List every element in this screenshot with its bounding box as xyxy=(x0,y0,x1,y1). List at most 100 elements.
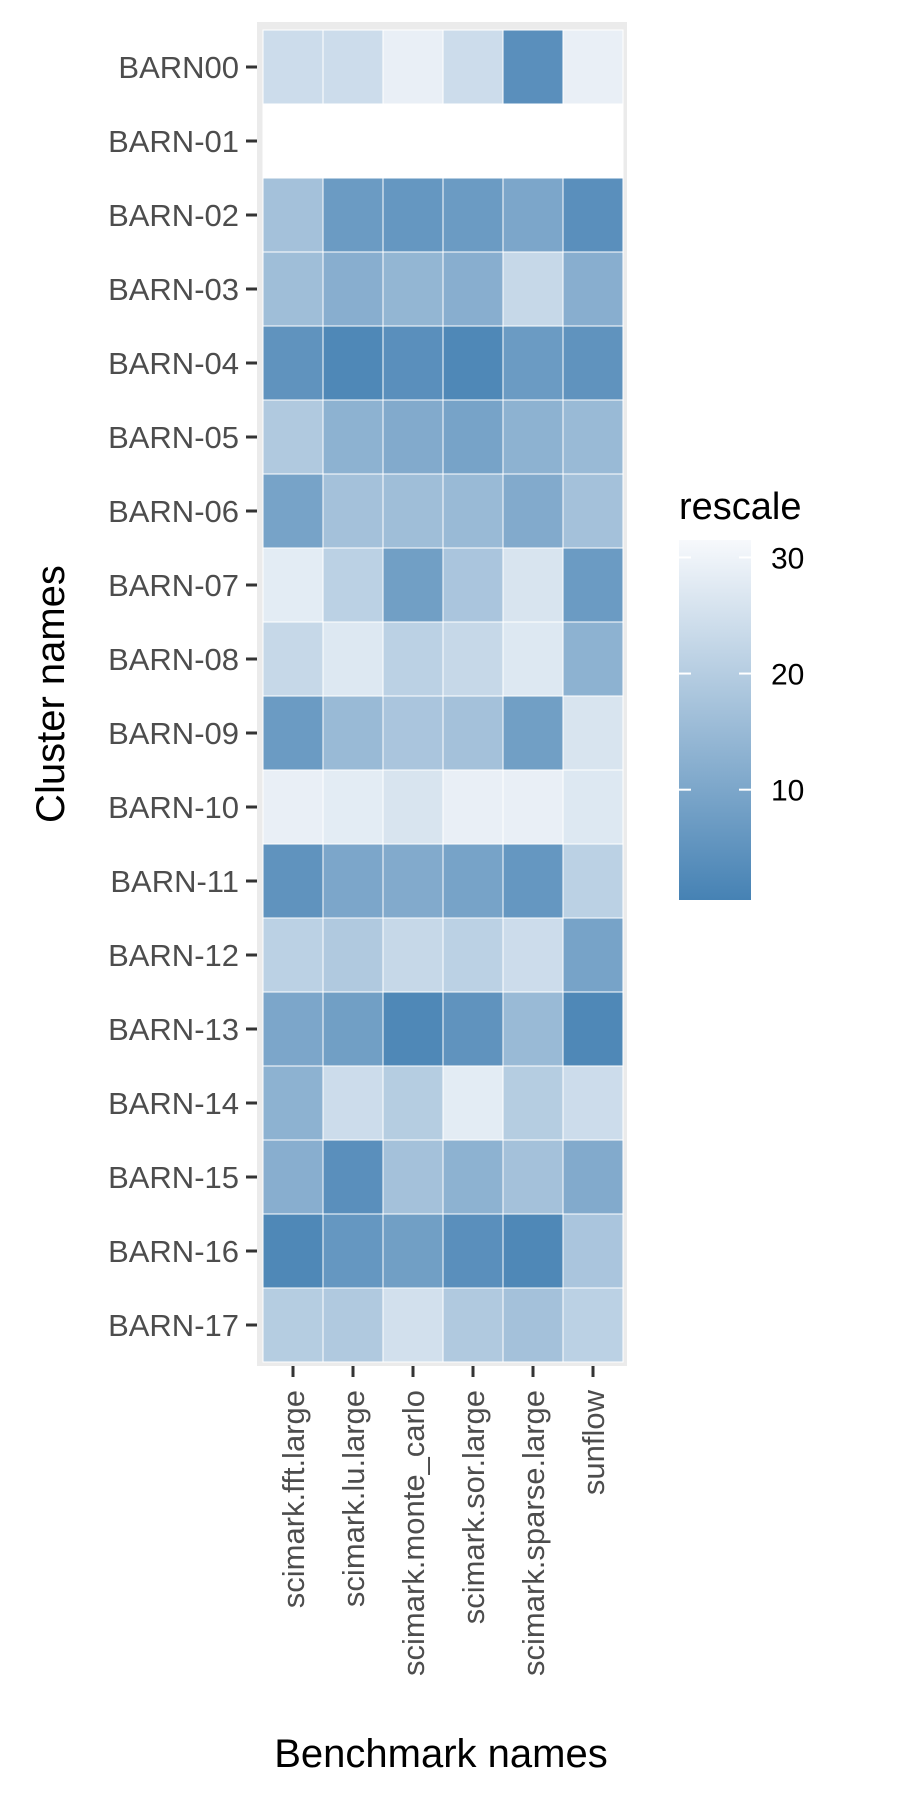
heatmap-cell xyxy=(562,769,624,845)
heatmap-cell xyxy=(442,695,504,771)
heatmap-cell xyxy=(502,1139,564,1215)
y-tick-label: BARN-02 xyxy=(108,198,239,233)
heatmap-cell xyxy=(382,29,444,105)
heatmap-cell xyxy=(262,621,324,697)
x-tick-label: scimark.monte_carlo xyxy=(396,1390,431,1676)
y-tick-label: BARN-08 xyxy=(108,642,239,677)
heatmap-cell xyxy=(262,547,324,623)
heatmap-cell xyxy=(262,769,324,845)
y-tick-label: BARN-06 xyxy=(108,494,239,529)
heatmap-cell xyxy=(322,1139,384,1215)
x-tick-label: scimark.lu.large xyxy=(336,1390,371,1607)
heatmap-cell xyxy=(502,1213,564,1289)
heatmap-cell xyxy=(442,29,504,105)
heatmap-cell xyxy=(382,325,444,401)
heatmap-cell xyxy=(322,399,384,475)
heatmap-cell xyxy=(442,399,504,475)
heatmap-cell xyxy=(502,695,564,771)
x-axis: scimark.fft.large scimark.lu.large scimark… xyxy=(276,1366,611,1676)
x-tick-label: sunflow xyxy=(576,1389,611,1495)
heatmap-cell xyxy=(382,1065,444,1141)
heatmap-cell xyxy=(562,695,624,771)
heatmap-cell xyxy=(382,103,444,179)
y-tick-label: BARN-09 xyxy=(108,716,239,751)
heatmap-cell xyxy=(262,1287,324,1363)
heatmap-cell xyxy=(382,251,444,327)
heatmap-cell xyxy=(562,473,624,549)
heatmap-cell xyxy=(562,29,624,105)
y-tick-label: BARN-01 xyxy=(108,124,239,159)
heatmap-cell xyxy=(442,621,504,697)
heatmap-cell xyxy=(382,399,444,475)
legend-tick-label: 30 xyxy=(771,542,804,575)
heatmap-cell xyxy=(442,991,504,1067)
heatmap-cell xyxy=(442,769,504,845)
x-axis-title: Benchmark names xyxy=(274,1732,607,1776)
heatmap-cell xyxy=(562,1065,624,1141)
heatmap-cell xyxy=(442,1213,504,1289)
heatmap-cell xyxy=(502,103,564,179)
heatmap-cell xyxy=(502,769,564,845)
heatmap-cell xyxy=(442,1139,504,1215)
heatmap-cell xyxy=(442,843,504,919)
heatmap-cell xyxy=(562,325,624,401)
x-tick-label: scimark.sparse.large xyxy=(516,1390,551,1676)
heatmap-cell xyxy=(442,547,504,623)
heatmap-cell xyxy=(322,1065,384,1141)
y-tick-label: BARN-04 xyxy=(108,346,239,381)
y-tick-label: BARN-17 xyxy=(108,1308,239,1343)
heatmap-cell xyxy=(262,29,324,105)
legend-tick-label: 20 xyxy=(771,659,804,692)
heatmap-cell xyxy=(562,547,624,623)
heatmap-cell xyxy=(502,473,564,549)
y-tick-label: BARN-07 xyxy=(108,568,239,603)
heatmap-cell xyxy=(262,1213,324,1289)
heatmap-cell xyxy=(502,1287,564,1363)
heatmap-cell xyxy=(382,695,444,771)
y-tick-label: BARN-13 xyxy=(108,1012,239,1047)
y-tick-label: BARN00 xyxy=(118,50,239,85)
heatmap-cell xyxy=(502,547,564,623)
heatmap-cell xyxy=(382,547,444,623)
x-tick-label: scimark.sor.large xyxy=(456,1390,491,1624)
heatmap-cell xyxy=(502,251,564,327)
heatmap-cell xyxy=(322,251,384,327)
heatmap-cell xyxy=(382,991,444,1067)
heatmap-cell xyxy=(562,621,624,697)
y-tick-label: BARN-11 xyxy=(110,864,239,899)
heatmap-cell xyxy=(322,695,384,771)
heatmap-cell xyxy=(262,843,324,919)
heatmap-cell xyxy=(322,769,384,845)
heatmap-cell xyxy=(322,177,384,253)
heatmap-cell xyxy=(442,251,504,327)
heatmap-cell xyxy=(562,1287,624,1363)
legend-colorbar xyxy=(679,540,751,900)
y-axis: BARN00 BARN-01 BARN-02 BARN-03 BARN-04 BARN-0… xyxy=(108,50,257,1343)
y-tick-label: BARN-10 xyxy=(108,790,239,825)
heatmap-cell xyxy=(442,177,504,253)
heatmap-cell xyxy=(502,29,564,105)
heatmap-cell xyxy=(502,399,564,475)
heatmap-cell xyxy=(502,1065,564,1141)
y-tick-label: BARN-14 xyxy=(108,1086,239,1121)
heatmap-cell xyxy=(262,991,324,1067)
legend-tick-label: 10 xyxy=(771,775,804,808)
heatmap-cell xyxy=(442,1065,504,1141)
heatmap-cell xyxy=(442,1287,504,1363)
heatmap-cell xyxy=(262,473,324,549)
heatmap-cell xyxy=(502,917,564,993)
heatmap-cell xyxy=(322,325,384,401)
heatmap-cell xyxy=(322,547,384,623)
y-axis-title: Cluster names xyxy=(29,565,73,823)
heatmap-cell xyxy=(322,29,384,105)
heatmap-cell xyxy=(262,917,324,993)
heatmap-cell xyxy=(502,325,564,401)
heatmap-cell xyxy=(502,177,564,253)
heatmap-cell xyxy=(382,843,444,919)
heatmap-cell xyxy=(322,843,384,919)
heatmap-cell xyxy=(502,843,564,919)
heatmap-cell xyxy=(262,399,324,475)
heatmap-cell xyxy=(502,621,564,697)
heatmap-cell xyxy=(382,1213,444,1289)
